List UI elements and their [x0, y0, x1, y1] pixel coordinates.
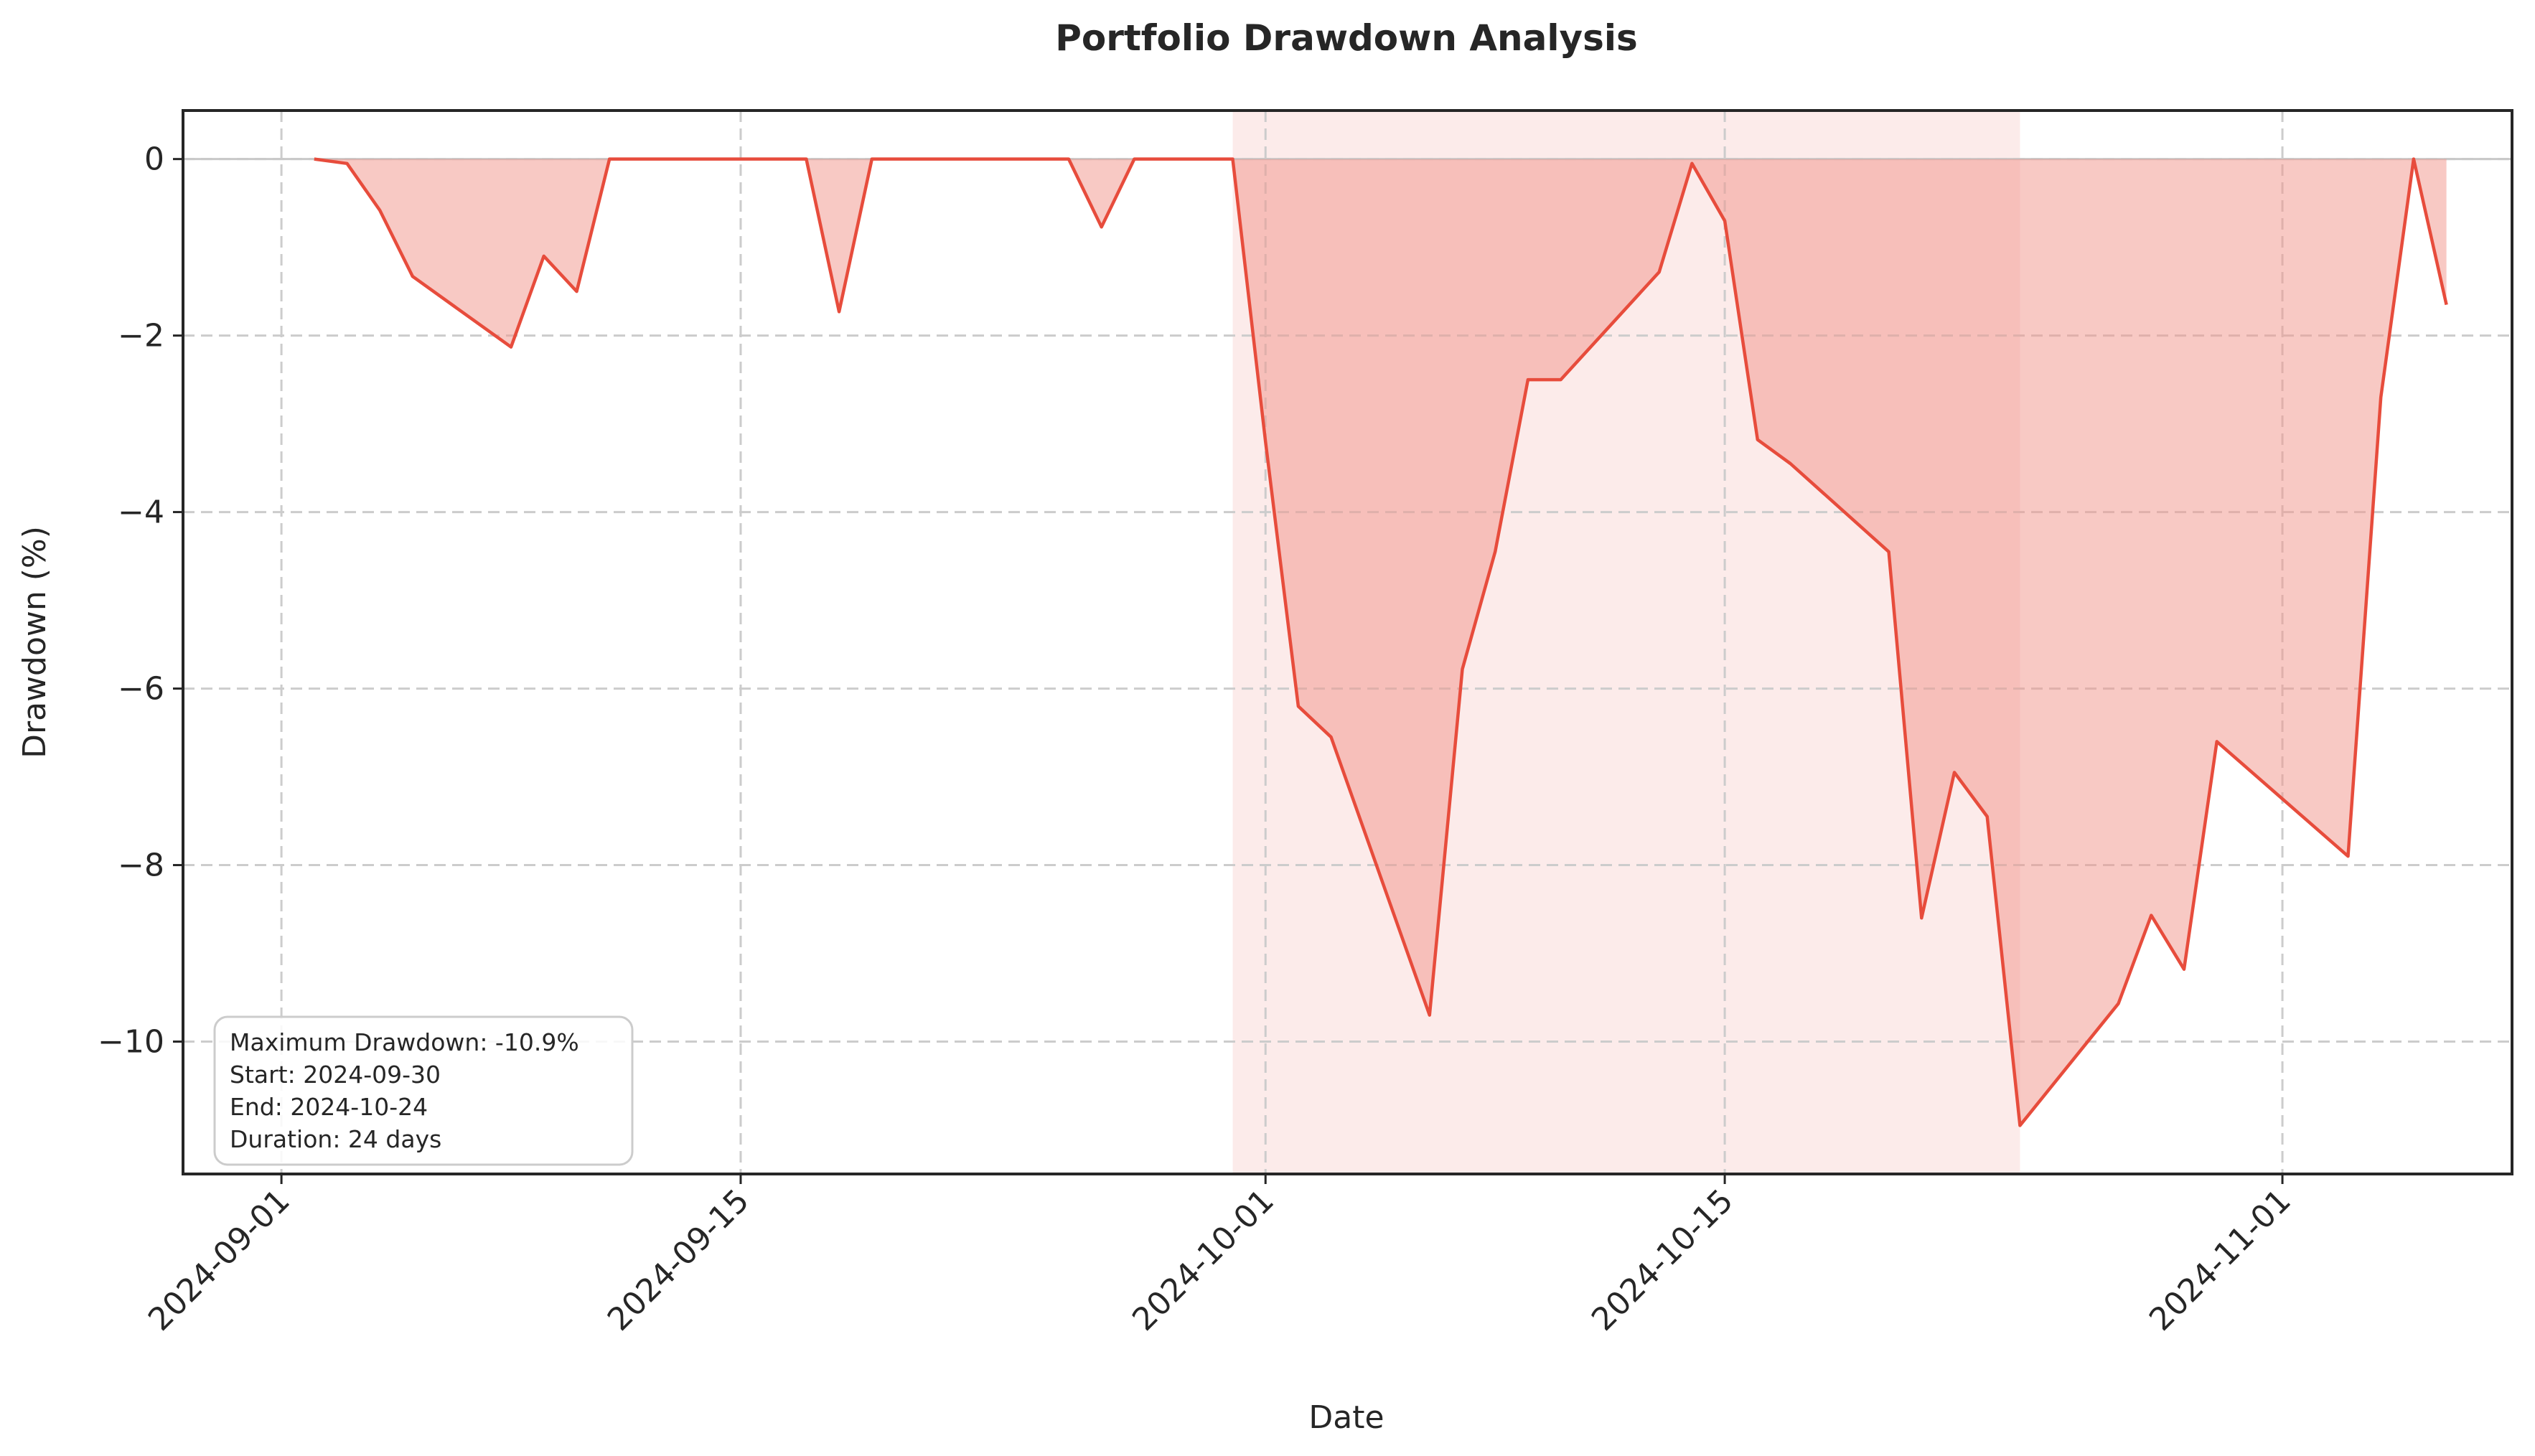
y-tick-label: −2 — [118, 318, 164, 354]
chart-title: Portfolio Drawdown Analysis — [1055, 17, 1638, 59]
annotation-end: End: 2024-10-24 — [230, 1093, 428, 1121]
plot-area — [173, 111, 2512, 1184]
y-tick-label: −4 — [118, 494, 164, 531]
x-tick-label: 2024-11-01 — [2142, 1183, 2298, 1338]
annotation-max-drawdown: Maximum Drawdown: -10.9% — [230, 1028, 579, 1056]
x-tick-label: 2024-09-01 — [141, 1183, 297, 1338]
annotation-duration: Duration: 24 days — [230, 1125, 441, 1153]
drawdown-line — [314, 157, 2448, 1127]
x-tick-label: 2024-09-15 — [601, 1183, 756, 1338]
y-tick-label: −6 — [118, 671, 164, 708]
drawdown-area-fill — [314, 159, 2447, 1126]
annotation-start: Start: 2024-09-30 — [230, 1061, 441, 1089]
x-axis-label: Date — [1308, 1399, 1384, 1436]
x-tick-label: 2024-10-01 — [1125, 1183, 1281, 1338]
plot-frame — [182, 109, 2513, 1175]
y-tick-label: −8 — [118, 847, 164, 884]
x-tick-label: 2024-10-15 — [1585, 1183, 1740, 1338]
max-drawdown-annotation: Maximum Drawdown: -10.9% Start: 2024-09-… — [213, 1015, 634, 1166]
annotation-background — [213, 1015, 634, 1166]
y-axis-label: Drawdown (%) — [17, 526, 53, 758]
y-tick-label: −10 — [98, 1024, 164, 1061]
y-tick-label: 0 — [144, 141, 164, 178]
